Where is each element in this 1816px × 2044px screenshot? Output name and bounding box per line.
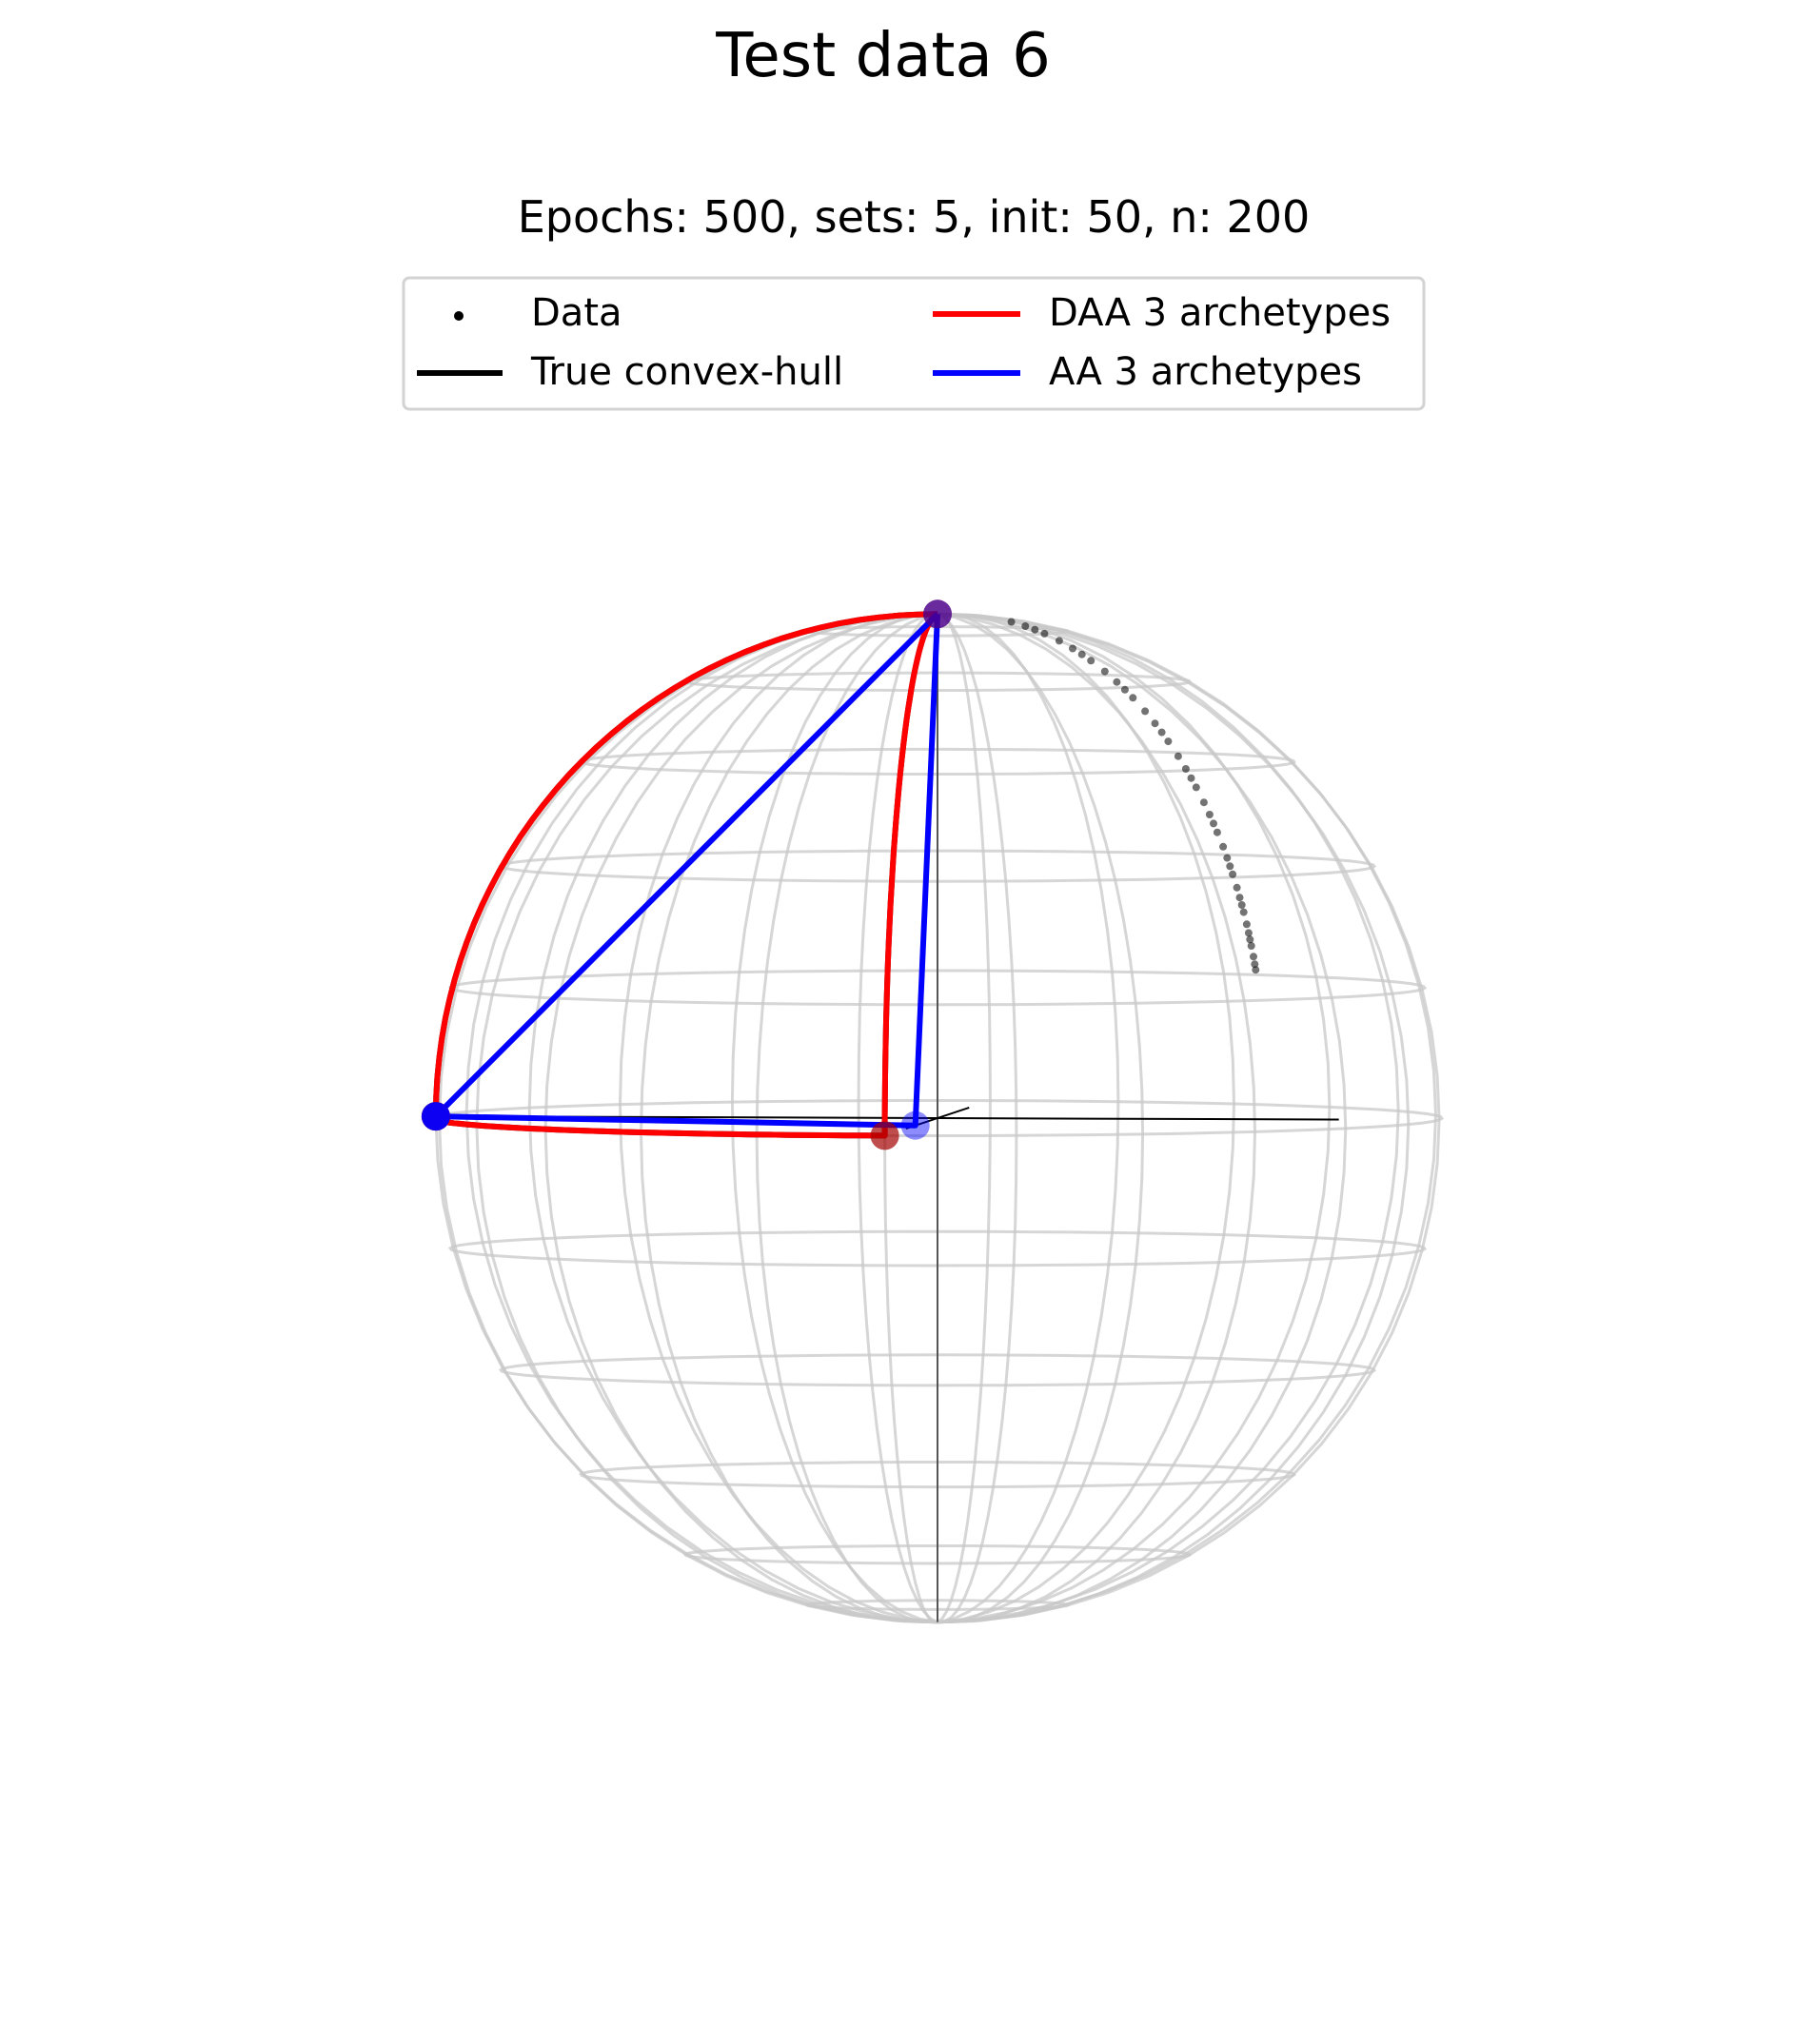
data-point — [1100, 667, 1109, 676]
true-hull-vertex — [870, 1121, 899, 1150]
data-point — [1229, 870, 1237, 878]
daa-archetype-marker — [870, 1121, 899, 1150]
data-point — [1031, 625, 1039, 634]
legend: Data True convex-hull DAA 3 archetypes A… — [402, 276, 1426, 411]
legend-frame — [402, 276, 1426, 411]
data-point — [1151, 719, 1159, 728]
aa-archetype-marker — [900, 1110, 930, 1140]
data-point — [1246, 935, 1254, 944]
longitude-line — [937, 612, 1145, 1624]
plot-area — [421, 599, 1445, 1624]
longitude-line — [937, 612, 1348, 1624]
longitude-line — [937, 612, 1120, 1624]
longitude-line — [527, 612, 938, 1624]
true-hull-vertex — [923, 599, 952, 629]
longitude-line — [937, 612, 1236, 1624]
aa-archetype-path — [432, 612, 940, 1129]
data-point — [1055, 637, 1063, 645]
data-point — [1120, 685, 1129, 694]
chart-title: Test data 6 — [715, 21, 1051, 91]
data-point — [1040, 629, 1049, 638]
data-point — [1247, 942, 1255, 950]
longitude-line — [937, 612, 1257, 1624]
data-point — [1069, 644, 1076, 653]
data-point — [1077, 650, 1086, 658]
aa-archetype-marker — [421, 1102, 450, 1131]
data-point — [1244, 929, 1253, 937]
data-point — [1239, 908, 1248, 916]
legend-label-daa: DAA 3 archetypes — [1049, 291, 1391, 335]
hull-paths — [430, 611, 940, 1139]
longitude-line — [464, 612, 938, 1624]
longitude-line — [937, 612, 1332, 1624]
data-point — [1129, 694, 1137, 702]
legend-label-data: Data — [531, 291, 622, 335]
longitude-line — [937, 612, 1400, 1624]
data-point — [1210, 819, 1217, 828]
data-point — [1235, 894, 1244, 902]
data-point — [1141, 707, 1150, 716]
data-point — [1192, 783, 1200, 792]
legend-marker-data — [454, 311, 464, 321]
data-point — [1226, 862, 1234, 871]
data-point — [1174, 752, 1182, 760]
chart-subtitle: Epochs: 500, sets: 5, init: 50, n: 200 — [518, 191, 1311, 243]
archetype-markers — [421, 599, 952, 1150]
data-point — [1007, 618, 1016, 626]
data-point — [1237, 901, 1246, 909]
longitude-line — [937, 612, 992, 1623]
data-point — [1087, 657, 1096, 665]
longitude-line — [618, 612, 938, 1624]
data-point — [1250, 953, 1257, 961]
daa-archetype-path — [430, 611, 939, 1139]
longitude-line — [857, 612, 938, 1624]
data-point — [1164, 737, 1173, 746]
data-point — [1199, 798, 1208, 807]
data-point — [1213, 828, 1221, 836]
data-point — [1223, 854, 1232, 862]
data-point — [1219, 842, 1228, 851]
data-point — [1021, 622, 1030, 630]
data-point — [1242, 920, 1251, 929]
data-point — [1233, 883, 1241, 892]
data-point — [1113, 678, 1121, 686]
data-points — [1007, 618, 1260, 974]
data-point — [1251, 960, 1259, 969]
legend-label-aa: AA 3 archetypes — [1049, 350, 1362, 394]
aa-archetype-marker — [923, 599, 952, 629]
longitude-line — [937, 612, 1438, 1624]
longitude-line — [937, 612, 1411, 1624]
data-point — [1181, 765, 1190, 773]
longitude-line — [730, 612, 938, 1624]
longitude-line — [937, 612, 1018, 1624]
legend-label-true-hull: True convex-hull — [530, 350, 843, 394]
data-point — [1205, 811, 1214, 818]
data-point — [1187, 774, 1195, 782]
data-point — [1157, 728, 1166, 737]
data-point — [1252, 966, 1260, 974]
daa-archetype-marker — [923, 599, 952, 629]
